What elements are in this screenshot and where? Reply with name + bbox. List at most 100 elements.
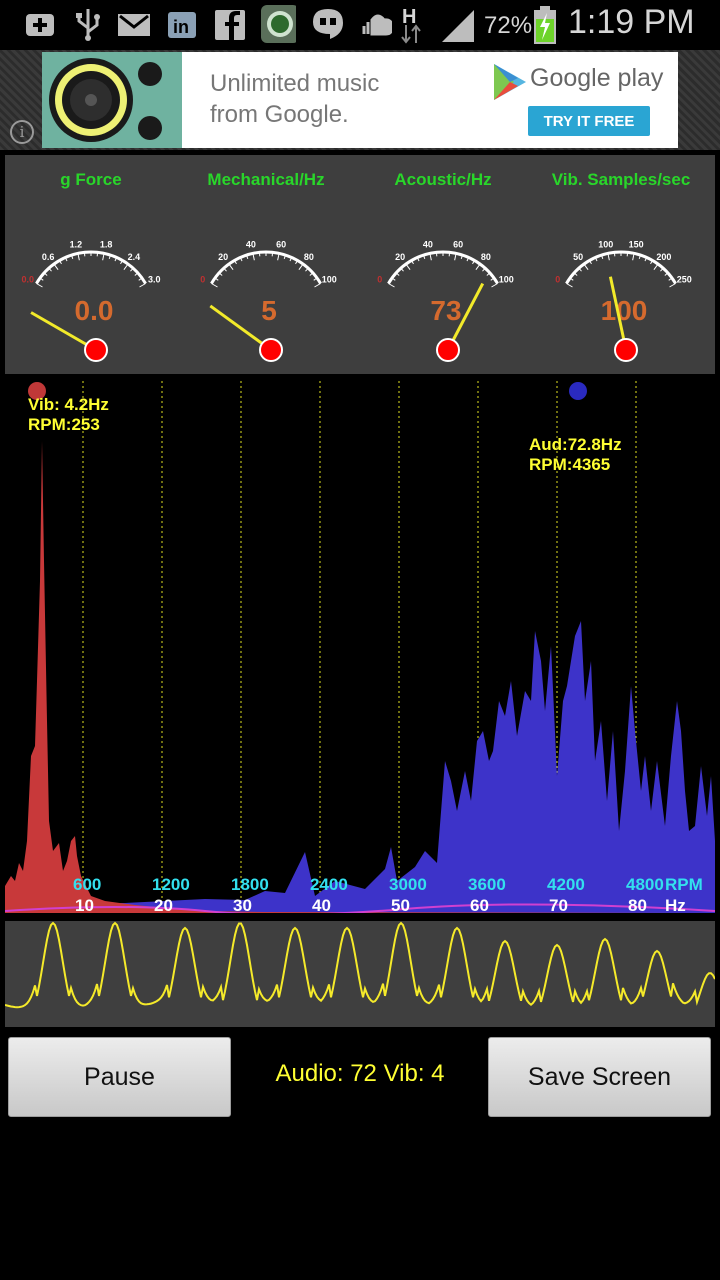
gauge-value: 73 (430, 295, 461, 326)
gauge-needle (209, 304, 272, 352)
hangouts-icon (310, 6, 346, 42)
gauge-tick (454, 253, 457, 261)
try-it-free-button[interactable]: TRY IT FREE (528, 106, 650, 136)
gauge-panel: g Force 0.0 0.6 1.2 1.8 2.4 3.0 0.0 Mechanical/H… (5, 155, 715, 374)
gauge-tick (416, 257, 420, 262)
hz-tick-label: 20 (154, 896, 173, 913)
gauge-tick (305, 267, 309, 272)
rpm-tick-label: 4800 (626, 875, 664, 894)
gauge-tick-label: 80 (304, 252, 314, 262)
gauge-needle (30, 311, 97, 352)
gauge-tick (668, 277, 673, 281)
gauge-arc (387, 250, 499, 285)
gauge-tick (223, 267, 227, 272)
rpm-tick-label: 3000 (389, 875, 427, 894)
add-icon (22, 6, 58, 42)
gauge-2: Acoustic/Hz 0 20 40 60 80 100 73 (377, 170, 514, 362)
gauge-tick (134, 272, 139, 276)
gauge-tick (391, 277, 396, 281)
rpm-tick-label: 1200 (152, 875, 190, 894)
save-screen-button[interactable]: Save Screen (488, 1037, 711, 1117)
gauge-tick (395, 272, 400, 276)
gauge-tick-label: 20 (218, 252, 228, 262)
gauge-tick (298, 263, 304, 270)
gauge-tick (405, 263, 411, 270)
gauge-tick (211, 283, 218, 288)
gauge-tick (423, 254, 426, 260)
hz-tick-label: 10 (75, 896, 94, 913)
gauge-tick-label: 0.0 (22, 275, 35, 285)
ad-line-1: Unlimited music (210, 70, 380, 97)
gauge-tick (607, 253, 610, 261)
aud-freq-label: Aud:72.8Hz (529, 435, 622, 454)
gauge-tick (482, 267, 486, 272)
ad-card[interactable]: Unlimited music from Google. Google play… (42, 52, 678, 148)
status-bar: in H 72% 1:19 PM (0, 0, 720, 50)
hspa-data-icon (398, 22, 424, 46)
gauge-tick (466, 257, 470, 262)
gauge-tick (573, 272, 578, 276)
network-type: H (402, 6, 417, 28)
hz-unit-label: Hz (665, 896, 686, 913)
gauge-value: 100 (601, 295, 648, 326)
waveform-trace (4, 921, 716, 1009)
aud-rpm-label: RPM:4365 (529, 455, 610, 474)
gauge-tick (578, 267, 582, 272)
gauge-tick (130, 267, 134, 272)
gauge-tick (218, 272, 223, 276)
gauge-tick-label: 20 (395, 252, 405, 262)
whatsapp-icon (260, 5, 296, 43)
spectrum-plot: Vib: 4.2Hz RPM:253 Aud:72.8Hz RPM:4365 600 12… (4, 381, 716, 916)
gauge-tick (632, 253, 635, 261)
gauge-tick (309, 272, 314, 276)
gauge-tick (313, 277, 318, 281)
gauge-needle (446, 282, 485, 351)
waveform-panel (4, 921, 716, 1027)
gauge-tick (239, 257, 243, 262)
ad-banner[interactable]: Unlimited music from Google. Google play… (0, 50, 720, 150)
battery-percent: 72% (484, 12, 533, 39)
gauge-tick-label: 1.8 (100, 240, 113, 250)
vib-freq-label: Vib: 4.2Hz (28, 395, 109, 414)
gauge-tick (660, 267, 664, 272)
gauge-tick (644, 257, 648, 262)
hz-tick-label: 70 (549, 896, 568, 913)
gauge-tick-label: 0 (200, 275, 205, 285)
rpm-unit-label: RPM (665, 875, 703, 894)
gauge-tick (486, 272, 491, 276)
gauge-title: Mechanical/Hz (207, 170, 324, 189)
gauge-tick (460, 254, 463, 260)
gauge-tick (123, 263, 129, 270)
gauge-tick-label: 3.0 (148, 275, 161, 285)
gauge-tick (295, 260, 298, 265)
gauge-tick (36, 283, 43, 288)
gauge-needle (608, 276, 628, 351)
gauge-tick-label: 200 (656, 252, 671, 262)
gauge-tick (64, 257, 68, 262)
gauge-tick (400, 267, 404, 272)
ad-brand: Google play (530, 64, 664, 92)
gauge-title: g Force (60, 170, 121, 189)
hz-tick-label: 30 (233, 896, 252, 913)
gauge-tick (139, 283, 146, 288)
info-icon[interactable]: i (10, 120, 34, 144)
hz-tick-label: 50 (391, 896, 410, 913)
gauge-pivot (84, 338, 108, 362)
speaker-icon (42, 52, 182, 148)
google-play-icon (490, 62, 530, 102)
gmail-icon (116, 6, 152, 42)
gauge-tick-label: 80 (481, 252, 491, 262)
hz-tick-label: 40 (312, 896, 331, 913)
rpm-tick-label: 3600 (468, 875, 506, 894)
gauge-tick-label: 0.6 (42, 252, 55, 262)
gauge-tick (650, 260, 653, 265)
gauge-tick-label: 1.2 (70, 240, 83, 250)
gauge-arc (210, 250, 322, 285)
vib-peak-marker (28, 382, 46, 400)
gauge-pivot (436, 338, 460, 362)
gauge-tick (388, 283, 395, 288)
pause-button[interactable]: Pause (8, 1037, 231, 1117)
gauge-tick (228, 263, 234, 270)
gauge-tick (289, 257, 293, 262)
svg-text:in: in (173, 17, 189, 37)
